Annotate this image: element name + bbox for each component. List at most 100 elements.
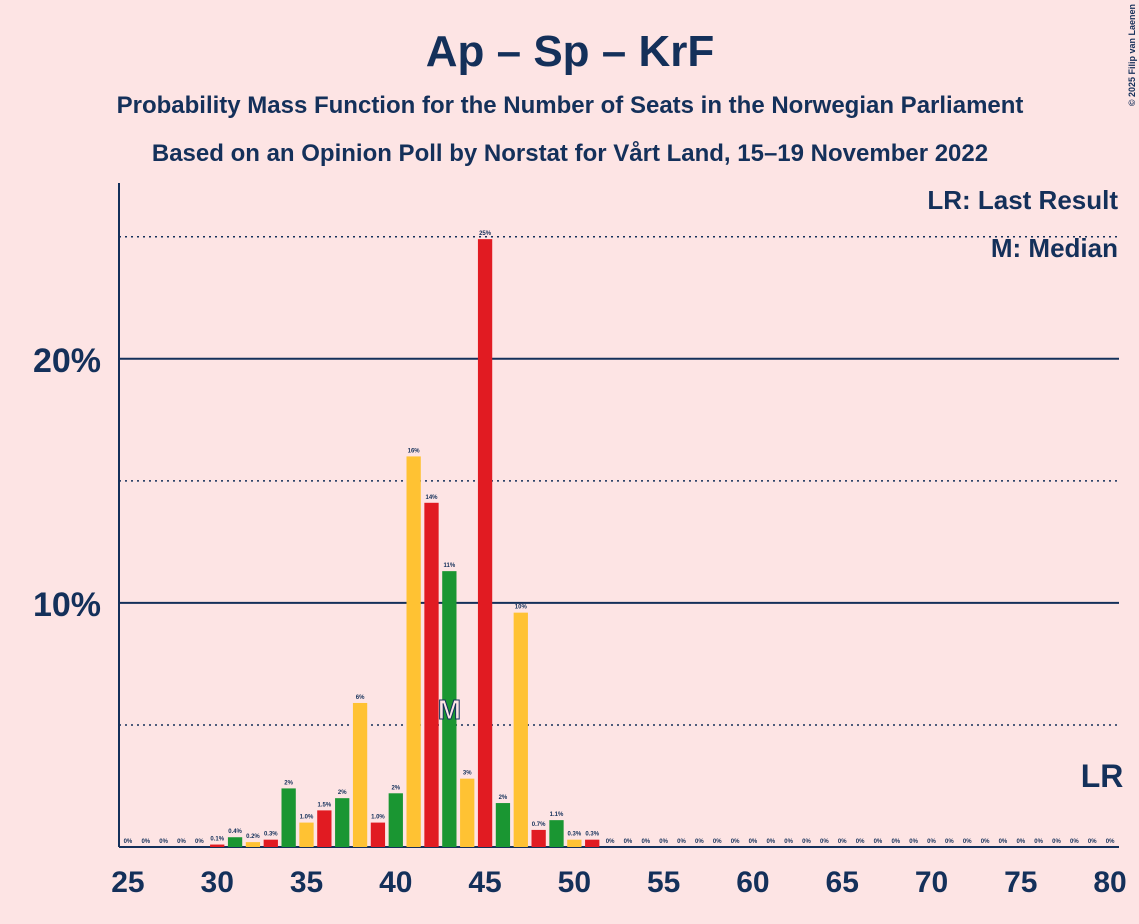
bar: [210, 844, 225, 847]
value-label: 0%: [695, 839, 704, 845]
x-tick-label: 25: [111, 866, 144, 899]
value-label: 0%: [820, 839, 829, 845]
value-label: 0.2%: [246, 834, 260, 840]
chart-title: Ap – Sp – KrF: [426, 27, 715, 76]
bar: [585, 839, 600, 847]
x-tick-label: 65: [826, 866, 859, 899]
value-label: 0%: [659, 839, 668, 845]
value-label: 0%: [874, 839, 883, 845]
value-label: 0%: [195, 839, 204, 845]
value-label: 2%: [391, 785, 400, 791]
last-result-marker: LR: [1081, 758, 1124, 794]
value-label: 14%: [425, 495, 438, 501]
y-tick-label: 20%: [33, 342, 101, 380]
y-tick-label: 10%: [33, 586, 101, 624]
bar: [549, 820, 564, 847]
value-label: 0%: [606, 839, 615, 845]
value-label: 25%: [479, 231, 492, 237]
bar: [352, 702, 368, 847]
bar: [263, 839, 278, 847]
chart-subtitle: Based on an Opinion Poll by Norstat for …: [152, 140, 988, 167]
value-label: 0%: [641, 839, 650, 845]
x-tick-label: 75: [1004, 866, 1037, 899]
bar: [460, 778, 475, 847]
bar: [495, 803, 511, 847]
value-label: 3%: [463, 771, 472, 777]
value-label: 0.4%: [228, 829, 242, 835]
bar: [245, 842, 261, 847]
value-label: 0%: [999, 839, 1008, 845]
bar: [370, 822, 386, 847]
value-label: 0%: [1016, 839, 1025, 845]
bar: [513, 612, 528, 847]
bar: [424, 502, 439, 847]
value-label: 0%: [731, 839, 740, 845]
bar: [388, 793, 403, 847]
value-label: 0%: [856, 839, 865, 845]
bar: [227, 837, 243, 847]
x-tick-label: 30: [201, 866, 234, 899]
value-label: 0%: [141, 839, 150, 845]
median-marker: M: [438, 694, 461, 725]
value-label: 11%: [444, 563, 456, 569]
value-label: 6%: [356, 695, 365, 701]
x-tick-label: 35: [290, 866, 323, 899]
value-label: 0%: [891, 839, 900, 845]
value-label: 1.0%: [300, 815, 314, 821]
value-label: 0.3%: [264, 832, 278, 838]
value-label: 0.1%: [210, 837, 224, 843]
bar: [281, 788, 296, 847]
value-label: 16%: [408, 448, 421, 454]
value-label: 2%: [338, 790, 347, 796]
value-label: 0%: [177, 839, 186, 845]
value-label: 0%: [981, 839, 990, 845]
copyright: © 2025 Filip van Laenen: [1127, 4, 1137, 106]
value-label: 0%: [677, 839, 686, 845]
value-label: 0%: [124, 839, 133, 845]
x-tick-label: 55: [647, 866, 680, 899]
x-tick-label: 45: [468, 866, 501, 899]
chart-subtitle: Probability Mass Function for the Number…: [117, 92, 1024, 119]
value-label: 1.1%: [550, 812, 564, 818]
bar: [567, 839, 582, 847]
bar: [406, 456, 421, 847]
bar: [335, 798, 350, 847]
value-label: 0%: [802, 839, 811, 845]
value-label: 0%: [159, 839, 168, 845]
legend-entry: LR: Last Result: [927, 185, 1118, 215]
value-label: 0%: [766, 839, 775, 845]
value-label: 0%: [838, 839, 847, 845]
value-label: 2%: [499, 795, 508, 801]
value-label: 0%: [909, 839, 918, 845]
value-label: 10%: [515, 605, 528, 611]
value-label: 0%: [927, 839, 936, 845]
bar: [531, 829, 546, 847]
x-tick-label: 80: [1093, 866, 1126, 899]
bar: [317, 810, 332, 847]
x-tick-label: 40: [379, 866, 412, 899]
value-label: 0%: [713, 839, 722, 845]
bar: [299, 822, 314, 847]
legend-entry: M: Median: [991, 233, 1118, 263]
value-label: 0%: [963, 839, 972, 845]
value-label: 0%: [945, 839, 954, 845]
x-tick-label: 70: [915, 866, 948, 899]
value-label: 0%: [1088, 839, 1097, 845]
value-label: 1.5%: [318, 802, 332, 808]
value-label: 0%: [1070, 839, 1079, 845]
value-label: 0%: [1034, 839, 1043, 845]
value-label: 0%: [749, 839, 758, 845]
value-label: 0%: [1106, 839, 1115, 845]
value-label: 0.3%: [568, 832, 582, 838]
bar: [477, 239, 493, 847]
value-label: 1.0%: [371, 815, 385, 821]
x-tick-label: 60: [736, 866, 769, 899]
value-label: 0%: [624, 839, 633, 845]
bar: [442, 571, 457, 847]
value-label: 0%: [784, 839, 793, 845]
x-tick-label: 50: [558, 866, 591, 899]
value-label: 2%: [284, 780, 293, 786]
value-label: 0.3%: [585, 832, 599, 838]
value-label: 0%: [1052, 839, 1061, 845]
